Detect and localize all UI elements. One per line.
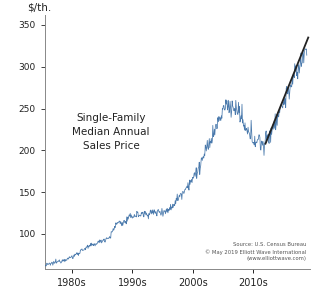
Text: Source: U.S. Census Bureau
© May 2019 Elliott Wave International
(www.elliottwav: Source: U.S. Census Bureau © May 2019 El… <box>205 242 307 261</box>
Text: $/th.: $/th. <box>28 2 52 12</box>
Text: Single-Family
Median Annual
Sales Price: Single-Family Median Annual Sales Price <box>72 113 150 151</box>
